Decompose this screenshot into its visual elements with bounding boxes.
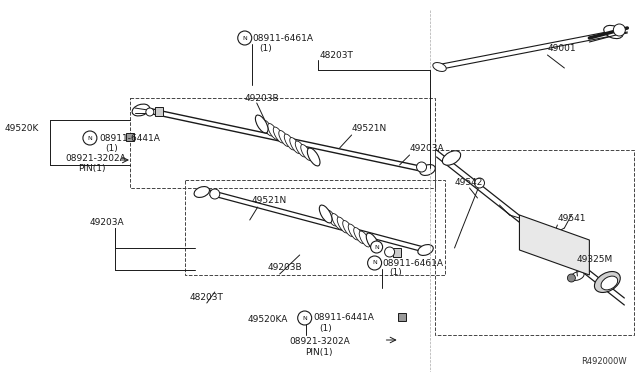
Text: 08911-6441A: 08911-6441A <box>314 314 374 323</box>
Text: N: N <box>372 260 377 266</box>
Ellipse shape <box>262 120 273 136</box>
Bar <box>126 133 134 141</box>
Ellipse shape <box>132 104 150 116</box>
Ellipse shape <box>604 25 623 39</box>
Ellipse shape <box>273 127 284 143</box>
Ellipse shape <box>194 187 209 198</box>
Text: 49001: 49001 <box>547 44 576 52</box>
Ellipse shape <box>366 233 379 251</box>
Circle shape <box>385 247 395 257</box>
Ellipse shape <box>268 124 278 140</box>
Ellipse shape <box>326 210 337 226</box>
Text: (1): (1) <box>319 324 332 333</box>
Ellipse shape <box>337 217 348 233</box>
Ellipse shape <box>571 272 584 280</box>
Ellipse shape <box>332 214 342 230</box>
Text: N: N <box>374 244 379 250</box>
Text: 48203T: 48203T <box>190 294 223 302</box>
Ellipse shape <box>601 276 618 290</box>
Ellipse shape <box>342 221 353 237</box>
Bar <box>185 180 445 275</box>
Circle shape <box>371 241 383 253</box>
Ellipse shape <box>295 141 306 157</box>
Text: 08911-6461A: 08911-6461A <box>383 259 444 267</box>
Circle shape <box>568 274 575 282</box>
Ellipse shape <box>284 134 295 150</box>
Text: 49325M: 49325M <box>577 256 612 264</box>
Bar <box>397 313 406 321</box>
Bar <box>130 98 435 188</box>
Ellipse shape <box>279 131 290 147</box>
Bar <box>155 107 163 116</box>
Circle shape <box>298 311 312 325</box>
Polygon shape <box>520 215 589 275</box>
Text: N: N <box>88 135 92 141</box>
Text: 08911-6461A: 08911-6461A <box>253 33 314 42</box>
Ellipse shape <box>319 205 332 223</box>
Text: 49203A: 49203A <box>410 144 444 153</box>
Ellipse shape <box>595 272 620 292</box>
Text: (1): (1) <box>390 269 403 278</box>
Text: PIN(1): PIN(1) <box>305 347 332 356</box>
Text: (1): (1) <box>260 44 273 52</box>
Circle shape <box>237 31 252 45</box>
Text: 48203T: 48203T <box>319 51 353 60</box>
Circle shape <box>210 189 220 199</box>
Ellipse shape <box>290 138 301 154</box>
Text: 49521N: 49521N <box>252 196 287 205</box>
Ellipse shape <box>255 115 268 133</box>
Text: 49520K: 49520K <box>5 124 40 132</box>
Circle shape <box>367 256 381 270</box>
Text: 49203B: 49203B <box>268 263 302 273</box>
Text: 08921-3202A: 08921-3202A <box>65 154 125 163</box>
Text: 49520KA: 49520KA <box>248 315 288 324</box>
Text: 49542: 49542 <box>454 177 483 186</box>
Circle shape <box>417 162 426 172</box>
Bar <box>435 150 634 335</box>
Text: N: N <box>243 35 247 41</box>
Text: 08921-3202A: 08921-3202A <box>290 337 351 346</box>
Circle shape <box>83 131 97 145</box>
Text: 49203B: 49203B <box>244 93 280 103</box>
Ellipse shape <box>442 151 461 165</box>
Text: 08911-6441A: 08911-6441A <box>99 134 160 142</box>
Text: N: N <box>302 315 307 321</box>
Ellipse shape <box>418 244 433 256</box>
Circle shape <box>613 24 625 36</box>
Ellipse shape <box>420 164 435 176</box>
Ellipse shape <box>348 224 359 240</box>
Text: R492000W: R492000W <box>581 357 627 366</box>
Text: 49541: 49541 <box>557 214 586 222</box>
Ellipse shape <box>354 228 365 244</box>
Text: (1): (1) <box>105 144 118 153</box>
Text: PIN(1): PIN(1) <box>78 164 106 173</box>
Text: 49521N: 49521N <box>351 124 387 132</box>
Text: 49203A: 49203A <box>90 218 125 227</box>
Ellipse shape <box>359 231 370 247</box>
Bar <box>392 248 401 257</box>
Circle shape <box>146 108 154 116</box>
Circle shape <box>474 178 484 188</box>
Ellipse shape <box>301 144 312 160</box>
Ellipse shape <box>307 148 320 166</box>
Ellipse shape <box>433 62 446 71</box>
